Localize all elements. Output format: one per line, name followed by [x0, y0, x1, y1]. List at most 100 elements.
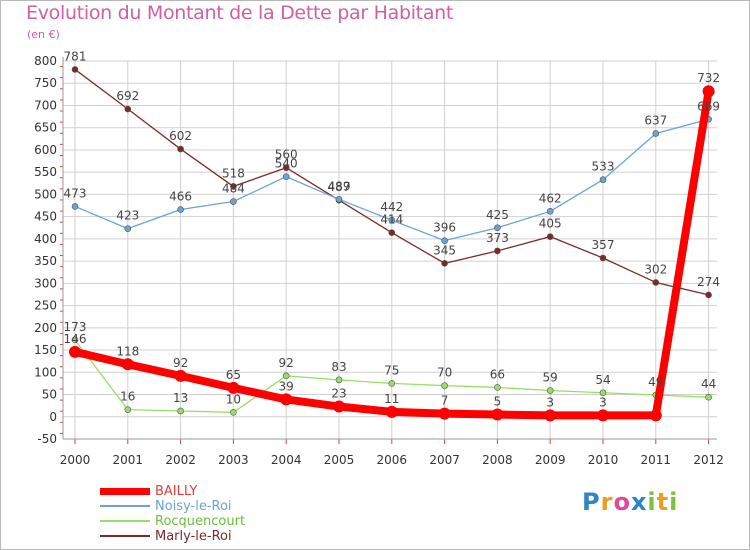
data-point [546, 233, 554, 240]
logo-letter: r [600, 488, 614, 516]
data-label: 54 [595, 373, 610, 387]
data-label: 462 [539, 191, 562, 205]
data-label: 373 [486, 231, 509, 245]
data-label: 13 [173, 391, 188, 405]
data-point [649, 409, 662, 422]
data-point [388, 216, 396, 224]
data-point [652, 279, 660, 286]
y-tick-label: 250 [34, 299, 57, 313]
data-point [705, 393, 712, 401]
chart-unit: (en €) [27, 28, 60, 41]
chart-title: Evolution du Montant de la Dette par Hab… [26, 2, 454, 24]
data-label: 7 [441, 394, 449, 408]
data-point [69, 345, 81, 358]
y-tick-label: 750 [34, 76, 57, 90]
data-point [282, 372, 290, 380]
data-point [388, 229, 396, 236]
data-label: 423 [116, 209, 139, 223]
proxiti-logo: Proxiti [582, 488, 678, 516]
y-tick-label: -50 [37, 432, 57, 446]
y-tick-label: 800 [34, 54, 57, 68]
data-label: 92 [173, 356, 188, 370]
legend-swatch [100, 488, 150, 495]
data-label: 425 [486, 208, 509, 222]
x-tick-label: 2003 [218, 453, 249, 467]
data-label: 442 [380, 200, 403, 214]
data-point [441, 260, 448, 267]
y-tick-label: 0 [49, 410, 57, 424]
y-tick-label: 150 [34, 343, 57, 357]
data-label: 11 [384, 392, 399, 406]
legend-label: Marly-le-Roi [155, 529, 232, 544]
x-tick-label: 2007 [429, 453, 460, 467]
data-label: 602 [169, 129, 192, 143]
x-tick-label: 2005 [324, 453, 355, 467]
data-label: 533 [592, 160, 615, 174]
data-label: 173 [64, 320, 87, 334]
data-point [177, 407, 184, 415]
data-point [230, 198, 237, 205]
data-point [652, 130, 660, 137]
data-point [544, 409, 557, 422]
legend-swatch [100, 535, 150, 537]
x-tick-label: 2011 [641, 453, 672, 467]
legend-swatch [100, 520, 150, 522]
data-point [597, 409, 609, 422]
data-point [494, 384, 501, 391]
x-tick-label: 2006 [377, 453, 408, 467]
logo-letter: P [582, 488, 601, 516]
data-point [546, 208, 554, 215]
data-label: 39 [279, 379, 294, 393]
x-tick-label: 2008 [482, 453, 513, 467]
data-label: 23 [331, 387, 346, 401]
y-tick-label: 350 [34, 254, 57, 268]
y-tick-label: 400 [34, 232, 57, 246]
data-point [491, 408, 504, 421]
data-label: 560 [275, 148, 298, 162]
data-label: 637 [644, 113, 667, 127]
data-label: 5 [494, 395, 502, 409]
data-label: 146 [64, 332, 87, 346]
data-point [227, 381, 240, 394]
data-point [177, 206, 184, 213]
data-point [385, 405, 398, 418]
data-label: 357 [592, 238, 615, 252]
data-point [230, 409, 237, 416]
x-tick-label: 2009 [535, 453, 566, 467]
x-tick-label: 2000 [60, 453, 91, 467]
data-point [282, 164, 290, 172]
data-label: 83 [331, 360, 346, 374]
data-point [280, 393, 293, 406]
logo-letter: i [647, 488, 657, 516]
data-point [702, 85, 715, 98]
x-tick-label: 2004 [271, 453, 302, 467]
logo-letter: t [656, 488, 670, 516]
data-label: 49 [648, 375, 663, 389]
data-label: 65 [226, 368, 241, 382]
data-point [121, 358, 134, 371]
data-label: 473 [64, 186, 87, 200]
data-label: 396 [433, 221, 456, 235]
legend-label: BAILLY [155, 484, 198, 499]
data-point [599, 389, 607, 397]
data-point [599, 176, 607, 184]
logo-letter: o [613, 488, 631, 516]
x-tick-label: 2012 [693, 453, 724, 467]
data-label: 70 [437, 366, 452, 380]
y-tick-label: 300 [34, 276, 57, 290]
data-label: 274 [697, 275, 720, 289]
x-tick-label: 2001 [113, 453, 144, 467]
data-point [599, 254, 607, 262]
y-tick-label: 50 [42, 388, 57, 402]
data-label: 59 [543, 371, 558, 385]
data-point [124, 225, 132, 232]
data-label: 75 [384, 363, 399, 377]
data-label: 44 [701, 377, 716, 391]
data-label: 732 [697, 71, 720, 85]
x-tick-label: 2002 [165, 453, 196, 467]
logo-letter: x [630, 488, 648, 516]
y-tick-label: 500 [34, 187, 57, 201]
data-label: 669 [697, 99, 720, 113]
data-point [494, 224, 501, 232]
